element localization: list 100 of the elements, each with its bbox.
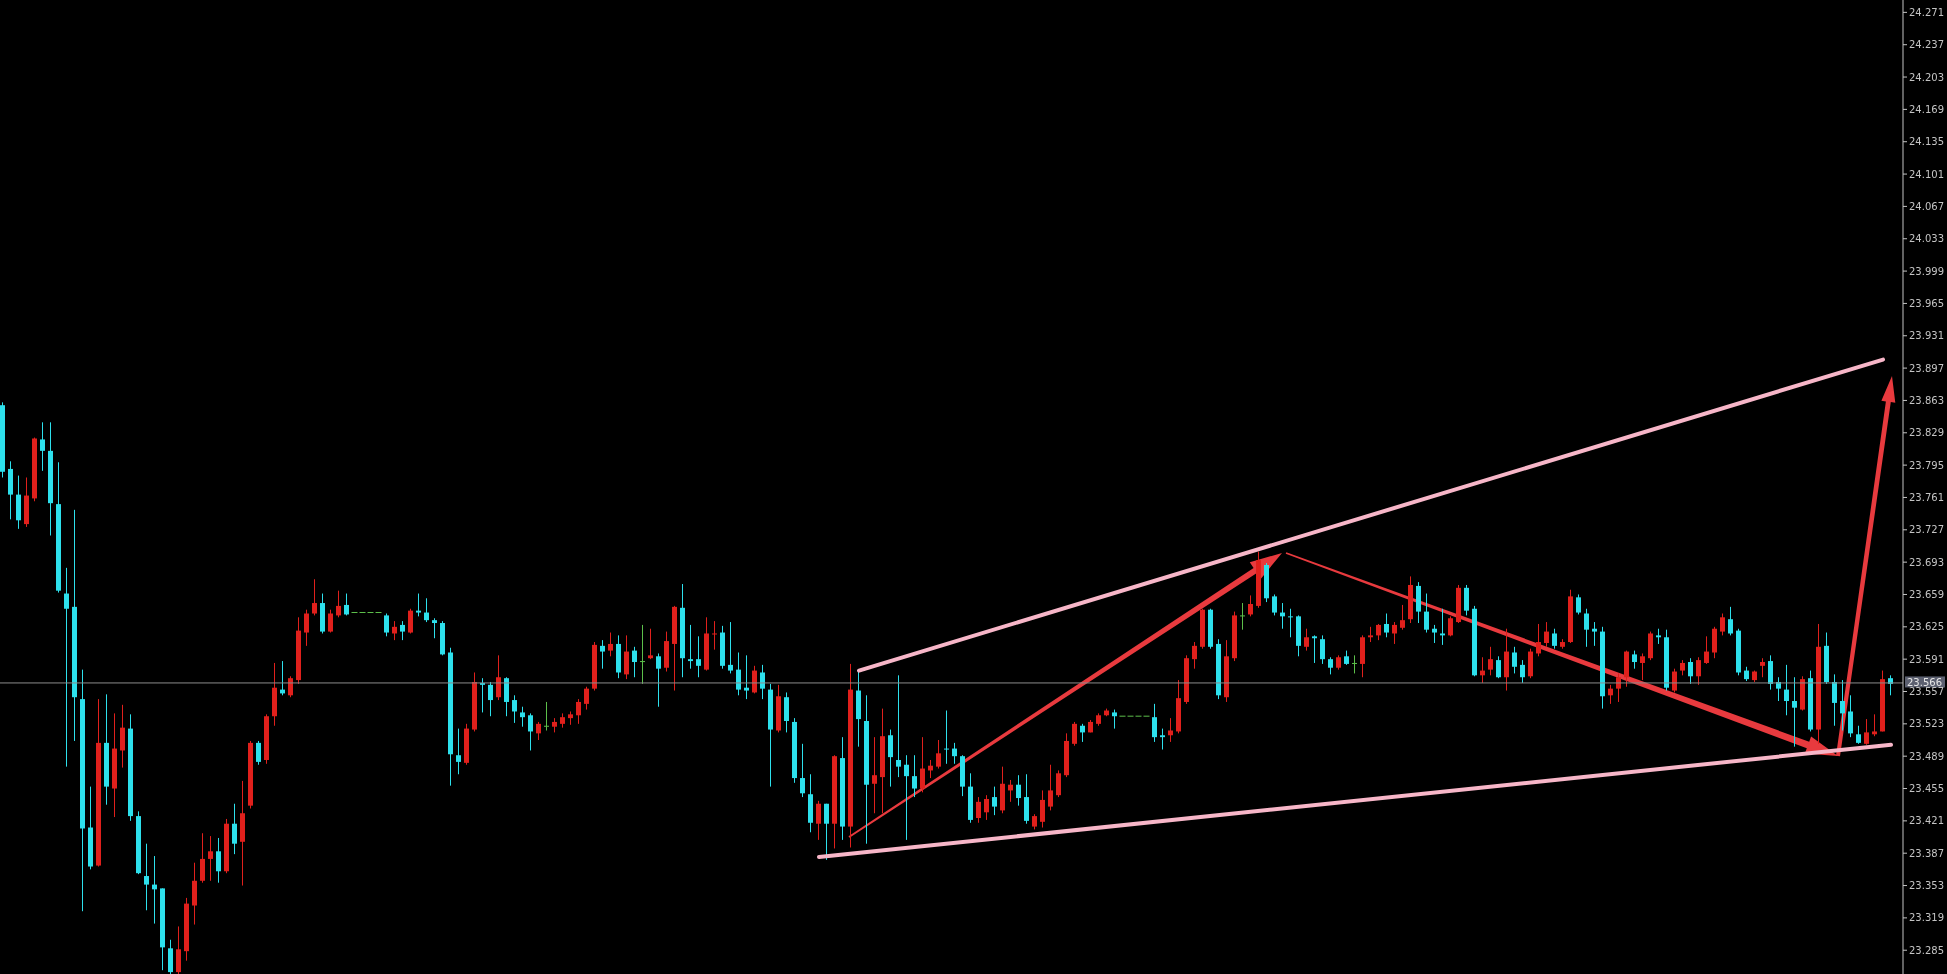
candlestick	[1872, 713, 1877, 737]
candlestick	[744, 654, 749, 700]
candlestick	[976, 796, 981, 824]
candlestick	[1152, 703, 1157, 743]
candlestick	[1056, 769, 1061, 798]
candlestick	[1440, 608, 1445, 646]
candlestick	[256, 740, 261, 766]
y-tick-label: 23.421	[1909, 815, 1944, 827]
candlestick	[816, 800, 821, 841]
y-tick-label: 23.897	[1909, 362, 1944, 374]
candlestick	[576, 698, 581, 725]
candlestick	[40, 421, 45, 472]
y-tick-label: 24.101	[1909, 168, 1944, 180]
candlestick	[144, 843, 149, 911]
candlestick	[64, 567, 69, 768]
candlestick	[1576, 593, 1581, 615]
candlestick	[1760, 657, 1765, 678]
candlestick	[1632, 650, 1637, 670]
candlestick	[1072, 721, 1077, 747]
y-tick-label: 24.067	[1909, 200, 1944, 212]
y-tick-label: 23.693	[1909, 556, 1944, 568]
candlestick	[1392, 621, 1397, 645]
candlestick	[656, 652, 661, 708]
candlestick	[936, 739, 941, 770]
candlestick	[688, 624, 693, 670]
candlestick	[1848, 694, 1853, 738]
candlestick	[1536, 623, 1541, 657]
y-tick-label: 23.591	[1909, 653, 1944, 665]
candlestick	[784, 691, 789, 733]
candlestick	[1040, 789, 1045, 829]
candlestick	[216, 837, 221, 884]
candlestick	[1832, 673, 1837, 727]
candlestick	[1448, 615, 1453, 637]
candlestick	[536, 721, 541, 741]
candlestick	[912, 754, 917, 798]
candlestick	[392, 620, 397, 641]
y-tick-label: 24.271	[1909, 6, 1944, 18]
y-tick-label: 23.795	[1909, 459, 1944, 471]
candlestick	[824, 803, 829, 861]
candlestick	[896, 674, 901, 778]
y-tick-label: 23.489	[1909, 750, 1944, 762]
candlestick	[1424, 593, 1429, 634]
candlestick	[888, 729, 893, 788]
candlestick	[760, 664, 765, 700]
candlestick	[1240, 602, 1245, 631]
candlestick	[1704, 635, 1709, 665]
candlestick	[1112, 709, 1117, 730]
candlestick	[336, 590, 341, 618]
candlestick	[712, 620, 717, 651]
candlestick	[232, 803, 237, 855]
y-tick-label: 23.319	[1909, 912, 1944, 924]
candlestick	[1512, 646, 1517, 674]
candlestick	[1768, 654, 1773, 691]
y-tick-label: 23.455	[1909, 783, 1944, 795]
candlestick	[728, 621, 733, 674]
candlestick	[944, 710, 949, 765]
candlestick	[424, 597, 429, 623]
candlestick	[608, 632, 613, 657]
y-tick-label: 24.169	[1909, 103, 1944, 115]
candlestick	[1160, 728, 1165, 751]
y-tick-label: 23.557	[1909, 686, 1944, 698]
candlestick	[1584, 608, 1589, 648]
candlestick	[544, 701, 549, 731]
candlestick	[512, 694, 517, 724]
candlestick	[1688, 657, 1693, 685]
candlestick	[1400, 604, 1405, 631]
y-tick-label: 23.761	[1909, 492, 1944, 504]
y-tick-label: 23.727	[1909, 524, 1944, 536]
candlestick	[1464, 584, 1469, 616]
candlestick	[1080, 723, 1085, 743]
candlestick	[400, 620, 405, 641]
candlestick	[1840, 679, 1845, 731]
candlestick	[632, 646, 637, 678]
candlestick	[984, 794, 989, 821]
candlestick	[1496, 655, 1501, 679]
candlestick	[1304, 628, 1309, 652]
y-tick-label: 24.033	[1909, 233, 1944, 245]
candlestick	[1192, 641, 1197, 670]
candlestick	[1352, 654, 1357, 674]
candlestick	[920, 736, 925, 793]
candlestick	[1696, 656, 1701, 686]
candlestick	[696, 635, 701, 678]
candlestick	[304, 609, 309, 647]
candlestick	[1248, 594, 1253, 617]
candlestick	[1320, 634, 1325, 665]
candlestick	[488, 681, 493, 717]
candlestick	[176, 925, 181, 974]
y-tick-label: 23.965	[1909, 297, 1944, 309]
candlestick	[1384, 613, 1389, 638]
y-tick-label: 23.659	[1909, 589, 1944, 601]
candlestick	[648, 628, 653, 660]
candlestick	[200, 832, 205, 884]
y-tick-label: 23.863	[1909, 394, 1944, 406]
candlestick	[384, 613, 389, 637]
y-tick-label: 23.353	[1909, 880, 1944, 892]
candlestick	[600, 639, 605, 670]
candlestick	[504, 676, 509, 717]
candlestick	[872, 736, 877, 814]
candlestick	[1432, 624, 1437, 644]
candlestick	[120, 704, 125, 769]
